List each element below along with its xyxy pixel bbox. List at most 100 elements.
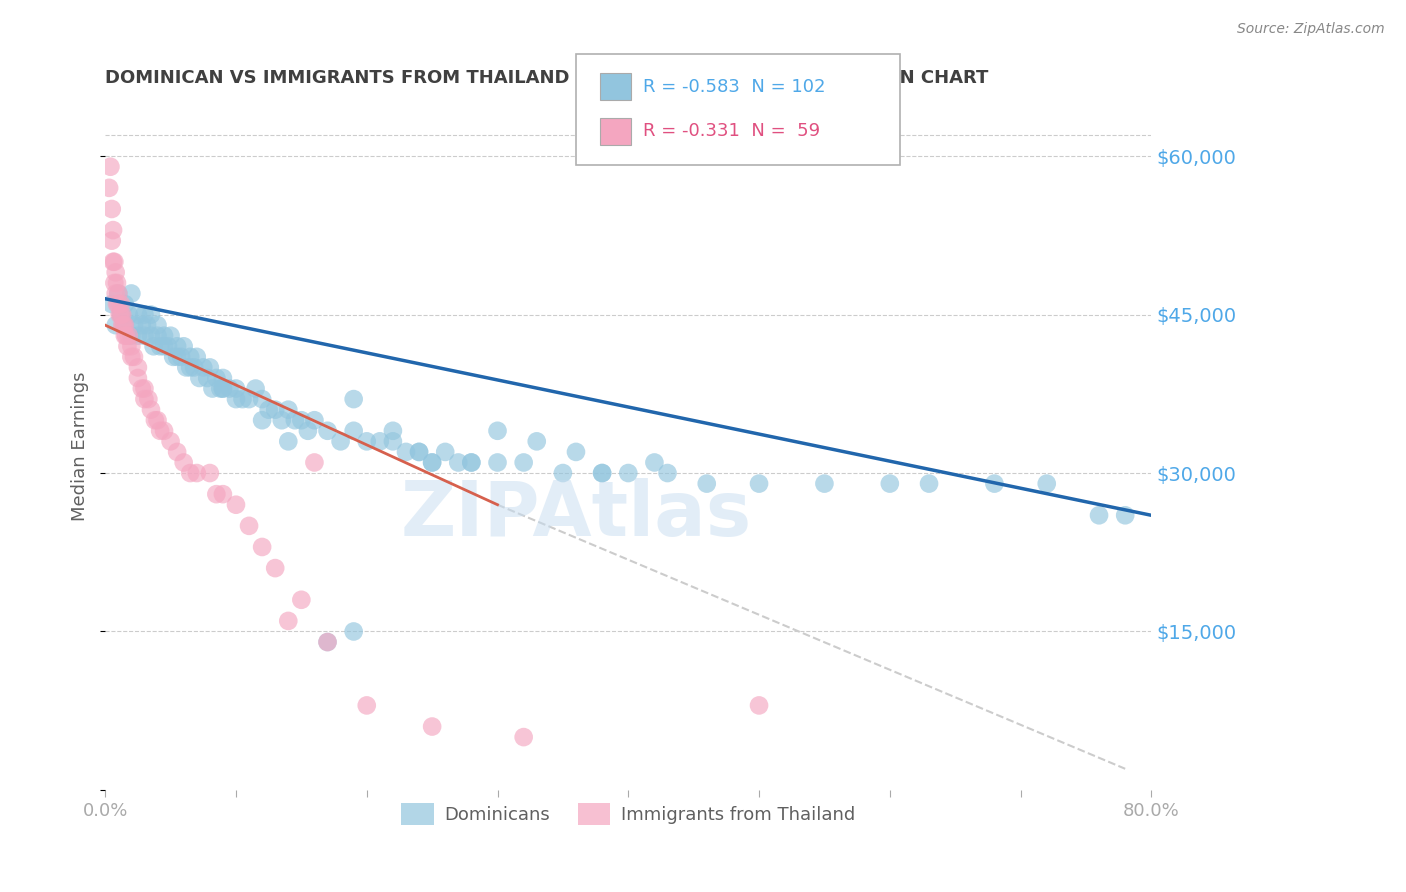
Point bbox=[395, 445, 418, 459]
Point bbox=[460, 455, 482, 469]
Point bbox=[381, 434, 404, 449]
Point bbox=[166, 350, 188, 364]
Point bbox=[134, 308, 156, 322]
Text: Source: ZipAtlas.com: Source: ZipAtlas.com bbox=[1237, 22, 1385, 37]
Point bbox=[100, 297, 122, 311]
Point bbox=[114, 328, 136, 343]
Point bbox=[225, 498, 247, 512]
Point bbox=[264, 402, 287, 417]
Point bbox=[127, 328, 149, 343]
Point bbox=[100, 202, 122, 216]
Point bbox=[565, 445, 588, 459]
Point bbox=[198, 360, 221, 375]
Point bbox=[179, 360, 201, 375]
Point bbox=[1035, 476, 1057, 491]
Point bbox=[231, 392, 253, 406]
Point bbox=[183, 360, 205, 375]
Point bbox=[100, 160, 122, 174]
Point bbox=[122, 350, 145, 364]
Text: ZIPAtlas: ZIPAtlas bbox=[401, 478, 752, 552]
Point bbox=[209, 382, 232, 396]
Point bbox=[245, 382, 267, 396]
Point bbox=[101, 254, 124, 268]
Point bbox=[114, 318, 136, 333]
Point bbox=[156, 339, 179, 353]
Point bbox=[139, 328, 162, 343]
Point bbox=[111, 318, 134, 333]
Point bbox=[107, 297, 129, 311]
Point bbox=[879, 476, 901, 491]
Point bbox=[104, 265, 127, 279]
Point bbox=[264, 561, 287, 575]
Point bbox=[173, 455, 195, 469]
Point bbox=[696, 476, 718, 491]
Point bbox=[512, 730, 534, 744]
Point bbox=[212, 371, 235, 385]
Point bbox=[193, 360, 215, 375]
Point bbox=[173, 339, 195, 353]
Point bbox=[617, 466, 640, 480]
Point bbox=[591, 466, 613, 480]
Point bbox=[186, 466, 208, 480]
Text: R = -0.583  N = 102: R = -0.583 N = 102 bbox=[643, 78, 825, 95]
Point bbox=[218, 382, 240, 396]
Point bbox=[105, 276, 128, 290]
Point bbox=[108, 308, 131, 322]
Point bbox=[657, 466, 679, 480]
Point bbox=[420, 455, 443, 469]
Point bbox=[120, 350, 142, 364]
Point bbox=[1088, 508, 1111, 523]
Point bbox=[112, 318, 135, 333]
Point bbox=[115, 328, 138, 343]
Point bbox=[290, 413, 312, 427]
Point bbox=[486, 455, 509, 469]
Point bbox=[643, 455, 665, 469]
Point bbox=[316, 635, 339, 649]
Point bbox=[179, 466, 201, 480]
Point bbox=[408, 445, 430, 459]
Point bbox=[356, 434, 378, 449]
Point bbox=[250, 392, 273, 406]
Point bbox=[257, 402, 280, 417]
Point bbox=[201, 382, 224, 396]
Point bbox=[149, 424, 172, 438]
Point bbox=[188, 371, 211, 385]
Point bbox=[122, 318, 145, 333]
Point bbox=[813, 476, 835, 491]
Text: DOMINICAN VS IMMIGRANTS FROM THAILAND MEDIAN EARNINGS CORRELATION CHART: DOMINICAN VS IMMIGRANTS FROM THAILAND ME… bbox=[105, 69, 988, 87]
Legend: Dominicans, Immigrants from Thailand: Dominicans, Immigrants from Thailand bbox=[394, 796, 862, 832]
Point bbox=[159, 434, 181, 449]
Point bbox=[104, 286, 127, 301]
Point bbox=[198, 466, 221, 480]
Point bbox=[1114, 508, 1136, 523]
Point bbox=[238, 392, 260, 406]
Point bbox=[127, 360, 149, 375]
Point bbox=[146, 413, 169, 427]
Point bbox=[105, 297, 128, 311]
Point bbox=[381, 424, 404, 438]
Point bbox=[420, 455, 443, 469]
Point bbox=[983, 476, 1005, 491]
Point bbox=[118, 328, 141, 343]
Point bbox=[143, 413, 166, 427]
Point bbox=[316, 424, 339, 438]
Point bbox=[103, 254, 125, 268]
Point bbox=[98, 181, 121, 195]
Point bbox=[117, 339, 139, 353]
Point bbox=[100, 234, 122, 248]
Point bbox=[591, 466, 613, 480]
Point bbox=[250, 413, 273, 427]
Point bbox=[159, 328, 181, 343]
Point bbox=[149, 339, 172, 353]
Point bbox=[447, 455, 470, 469]
Point bbox=[343, 392, 366, 406]
Point bbox=[120, 328, 142, 343]
Point bbox=[250, 540, 273, 554]
Point bbox=[162, 350, 184, 364]
Point bbox=[918, 476, 941, 491]
Point bbox=[225, 382, 247, 396]
Point bbox=[212, 382, 235, 396]
Point bbox=[238, 519, 260, 533]
Point bbox=[107, 286, 129, 301]
Point bbox=[110, 308, 132, 322]
